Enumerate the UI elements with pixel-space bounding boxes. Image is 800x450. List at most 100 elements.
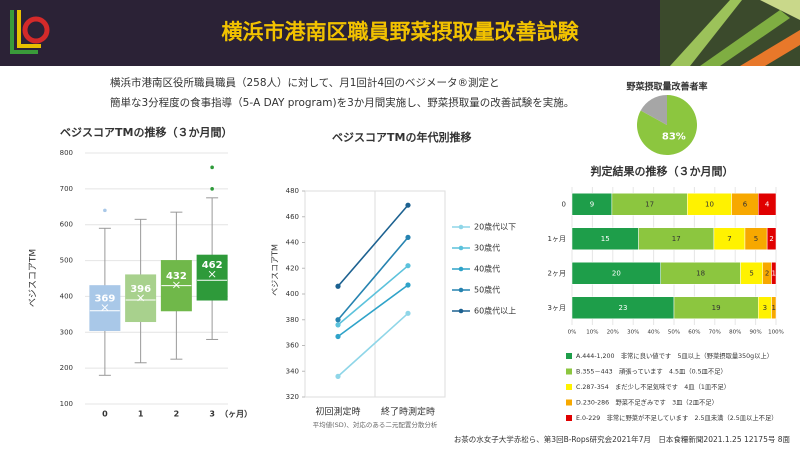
legend-swatch (566, 399, 572, 406)
x-tick-label: 90% (749, 330, 761, 336)
logo (10, 10, 50, 54)
series-line (337, 236, 409, 321)
segment-label: 7 (727, 235, 731, 243)
x-tick-label: 0% (568, 330, 577, 336)
mean-marker (137, 294, 144, 302)
mean-label: 369 (94, 294, 115, 305)
series-line (337, 204, 409, 287)
legend-swatch (566, 368, 572, 375)
y-tick-label: 2ヶ月 (548, 269, 566, 277)
y-tick-label: 1ヶ月 (548, 235, 566, 243)
mean-marker (173, 281, 180, 289)
y-tick-label: 500 (60, 257, 73, 265)
y-tick-label: 380 (286, 316, 299, 324)
legend-label: E.0-229 非常に野菜が不足しています 2.5皿未満（2.5皿以上不足） (576, 413, 778, 422)
x-tick-label: 80% (729, 330, 741, 336)
mean-marker (101, 304, 109, 311)
point (335, 283, 341, 289)
point (405, 202, 411, 208)
y-tick-label: 460 (286, 213, 299, 221)
legend-label: 30歳代 (474, 243, 500, 253)
legend-label: 40歳代 (474, 264, 500, 274)
legend-swatch (566, 353, 572, 359)
legend-label: 60歳代以上 (474, 306, 516, 316)
legend-label: C.287-354 まだ少し不足気味です 4皿（1皿不足） (576, 382, 730, 391)
header-title: 横浜市港南区職員野菜摂取量改善試験 (222, 20, 580, 44)
x-axis-label: （ヶ月） (220, 409, 252, 419)
chart-title: ベジスコアTMの推移（３か月間） (60, 125, 232, 139)
vegetable-image (660, 0, 800, 66)
segment-label: 2 (769, 235, 773, 243)
description-line: 横浜市港南区役所職員職員（258人）に対して、月1回計4回のベジメータ®測定と (110, 76, 500, 89)
x-tick-label: 1 (138, 410, 144, 419)
bar-segment (766, 227, 777, 250)
segment-label: 17 (672, 235, 681, 243)
mean-label: 462 (202, 260, 223, 271)
legend-dot (458, 308, 464, 314)
y-tick-label: 600 (60, 221, 73, 229)
point (335, 322, 341, 328)
segment-label: 17 (645, 200, 654, 208)
legend-dot (458, 224, 464, 230)
mean-label: 432 (166, 271, 187, 282)
legend-swatch (566, 415, 572, 421)
segment-label: 6 (743, 200, 748, 208)
bar-segment (771, 296, 777, 319)
x-tick-label: 10% (586, 330, 598, 336)
x-tick-label: 初回測定時 (315, 406, 360, 418)
y-tick-label: 3ヶ月 (548, 304, 566, 312)
segment-label: 1 (772, 304, 776, 312)
segment-label: 2 (765, 269, 769, 277)
x-tick-label: 100% (768, 330, 784, 336)
segment-label: 15 (601, 235, 610, 243)
series-line (337, 265, 409, 326)
y-tick-label: 100 (60, 400, 73, 408)
legend-label: A.444-1,200 非常に良い値です 5皿以上（野菜摂取量350g以上） (576, 351, 773, 360)
x-tick-label: 20% (607, 330, 619, 336)
mean-marker (208, 270, 216, 278)
box (196, 254, 228, 301)
chart-title: 野菜摂取量改善者率 (626, 81, 707, 93)
point (335, 373, 341, 379)
series-line (337, 312, 409, 377)
segment-label: 19 (712, 304, 721, 312)
x-tick-label: 終了時測定時 (381, 406, 435, 418)
y-tick-label: 700 (60, 185, 73, 193)
y-tick-label: 300 (60, 328, 73, 336)
y-tick-label: 480 (286, 187, 299, 195)
x-tick-label: 70% (709, 330, 721, 336)
y-tick-label: 440 (286, 239, 299, 247)
y-tick-label: 400 (286, 290, 299, 298)
segment-label: 18 (696, 269, 705, 277)
y-tick-label: 320 (286, 393, 299, 401)
segment-label: 1 (772, 269, 776, 277)
y-tick-label: 360 (286, 342, 299, 350)
y-tick-label: 0 (562, 200, 566, 208)
segment-label: 4 (765, 200, 770, 208)
y-tick-label: 800 (60, 149, 73, 157)
x-tick-label: 30% (627, 330, 639, 336)
segment-label: 9 (590, 200, 594, 208)
y-tick-label: 400 (60, 292, 73, 300)
footer-source: お茶の水女子大学赤松ら、第3回B-Rops研究会2021年7月 日本食糧新聞20… (454, 434, 791, 444)
legend-label: 20歳代以下 (474, 222, 516, 232)
legend-dot (458, 266, 464, 272)
segment-label: 5 (754, 235, 758, 243)
y-tick-label: 200 (60, 364, 73, 372)
segment-label: 10 (705, 200, 714, 208)
point (335, 317, 341, 323)
outlier (103, 208, 107, 213)
chart-title: ベジスコアTMの年代別推移 (332, 130, 471, 144)
mean-label: 396 (130, 284, 151, 295)
box (89, 285, 121, 331)
x-tick-label: 2 (174, 410, 180, 419)
point (405, 282, 411, 288)
chart-title: 判定結果の推移（３か月間） (591, 164, 734, 178)
point (405, 234, 411, 240)
chart-note: 平均値(SD)、対応のある二元配置分散分析 (313, 420, 438, 429)
segment-label: 23 (619, 304, 628, 312)
bar-segment (758, 193, 777, 216)
point (405, 310, 411, 316)
